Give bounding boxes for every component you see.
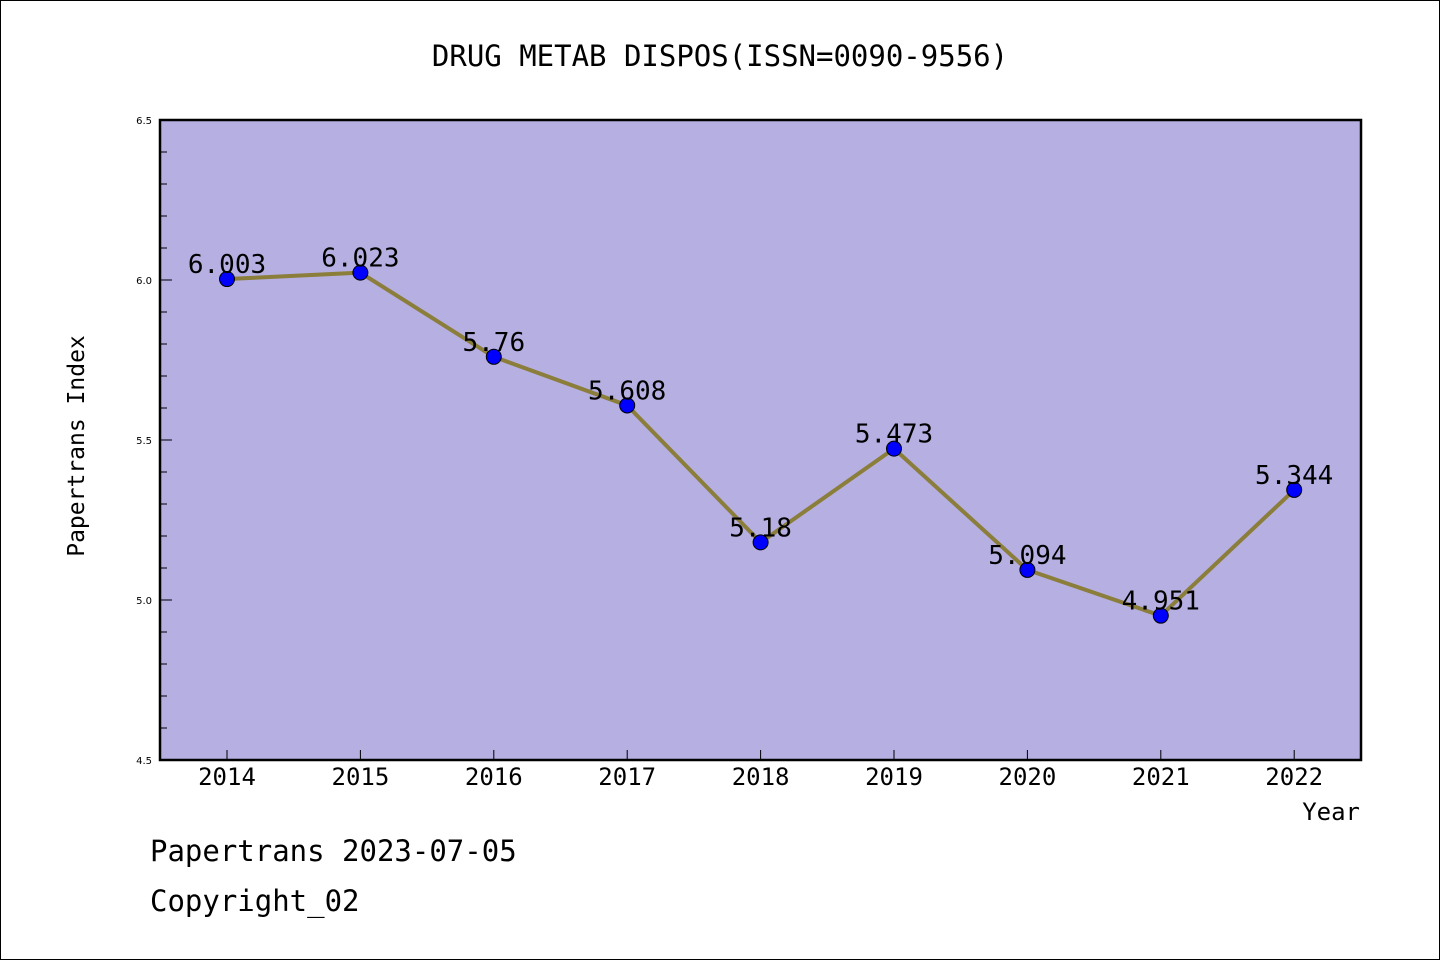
footer-copyright: Copyright_02 bbox=[150, 884, 360, 918]
data-point bbox=[1019, 561, 1036, 578]
y-axis-label: Papertrans Index bbox=[64, 335, 90, 557]
data-label: 6.023 bbox=[321, 244, 399, 274]
data-point bbox=[752, 534, 769, 551]
data-point bbox=[485, 348, 502, 365]
data-label: 4.951 bbox=[1122, 587, 1200, 617]
plot-area bbox=[158, 118, 1363, 762]
x-axis: 2014 2015 2016 2017 2018 2019 2020 2021 2022 bbox=[198, 750, 1323, 791]
chart-title: DRUG METAB DISPOS(ISSN=0090-9556) bbox=[432, 39, 1008, 73]
x-tick-label: 2014 bbox=[198, 763, 256, 791]
data-markers bbox=[219, 264, 1303, 624]
x-tick-label: 2015 bbox=[332, 763, 390, 791]
y-tick-label: 5.5 bbox=[136, 436, 152, 447]
x-tick-label: 2021 bbox=[1132, 763, 1190, 791]
x-axis-label: Year bbox=[1302, 798, 1360, 826]
x-tick-label: 2017 bbox=[598, 763, 656, 791]
data-label: 5.473 bbox=[855, 420, 933, 450]
x-tick-label: 2016 bbox=[465, 763, 523, 791]
y-axis: 4.5 5.0 5.5 6.0 6.5 bbox=[136, 116, 172, 767]
data-point bbox=[619, 397, 636, 414]
data-point bbox=[1152, 607, 1169, 624]
x-tick-label: 2022 bbox=[1265, 763, 1323, 791]
footer-date: Papertrans 2023-07-05 bbox=[150, 834, 517, 868]
data-label: 5.094 bbox=[988, 541, 1066, 571]
x-tick-label: 2020 bbox=[999, 763, 1057, 791]
y-tick-label: 5.0 bbox=[136, 596, 152, 607]
data-labels: 6.003 6.023 5.76 5.608 5.18 5.473 5.094 4.951 5.… bbox=[188, 244, 1333, 617]
y-tick-label: 4.5 bbox=[136, 756, 152, 767]
data-point bbox=[352, 264, 369, 281]
x-tick-label: 2019 bbox=[865, 763, 923, 791]
data-label: 5.76 bbox=[462, 328, 525, 358]
data-point bbox=[1286, 481, 1303, 498]
data-label: 5.608 bbox=[588, 376, 666, 406]
y-tick-label: 6.5 bbox=[136, 116, 152, 127]
data-label: 6.003 bbox=[188, 250, 266, 280]
x-tick-label: 2018 bbox=[732, 763, 790, 791]
data-label: 5.18 bbox=[729, 513, 792, 543]
data-point bbox=[886, 440, 902, 457]
data-label: 5.344 bbox=[1255, 461, 1333, 491]
y-tick-label: 6.0 bbox=[136, 276, 152, 287]
data-point bbox=[219, 271, 235, 288]
